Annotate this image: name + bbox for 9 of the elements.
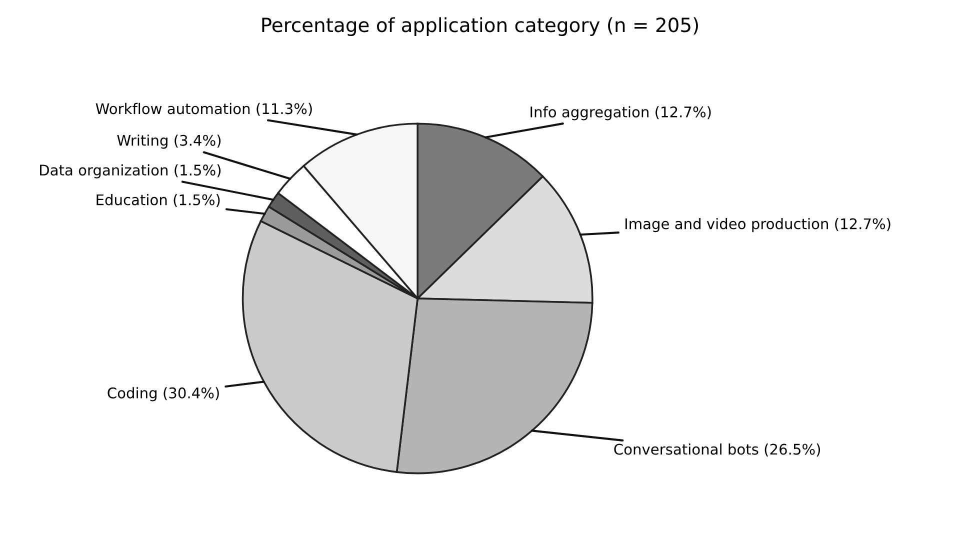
slice-label: Data organization (1.5%) — [40, 164, 221, 178]
slice-label: Image and video production (12.7%) — [625, 218, 890, 232]
chart-title: Percentage of application category (n = 205) — [262, 17, 698, 36]
slice-label: Writing (3.4%) — [117, 134, 221, 149]
slice-label: Conversational bots (26.5%) — [614, 443, 820, 456]
slice-label: Coding (30.4%) — [108, 387, 219, 402]
slice-label: Education (1.5%) — [96, 194, 220, 208]
slice-label: Workflow automation (11.3%) — [96, 102, 312, 116]
slice-label: Info aggregation (12.7%) — [530, 106, 711, 120]
